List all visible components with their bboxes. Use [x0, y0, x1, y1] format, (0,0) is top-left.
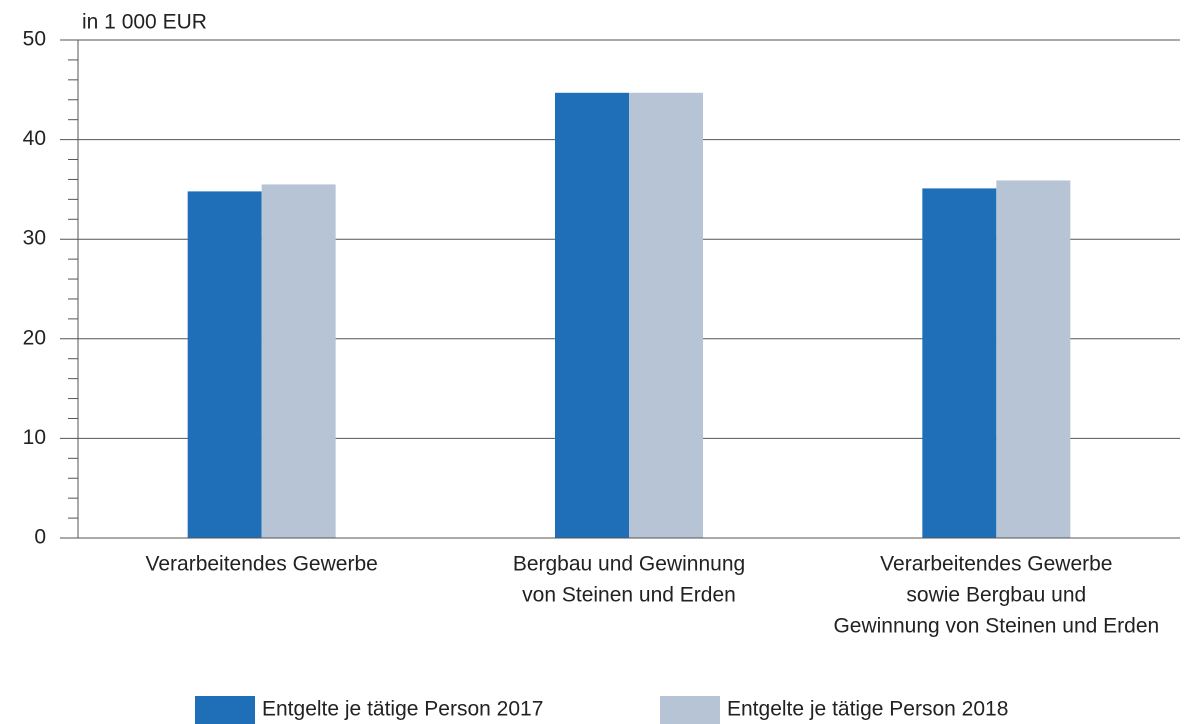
y-axis-label: in 1 000 EUR	[82, 11, 207, 34]
y-tick-label: 0	[34, 526, 46, 549]
bar	[629, 92, 703, 539]
y-tick-label: 40	[23, 127, 46, 150]
x-tick-label: sowie Bergbau und	[906, 584, 1086, 607]
x-tick-label: Gewinnung von Steinen und Erden	[833, 615, 1159, 638]
legend-swatch	[195, 696, 255, 724]
y-tick-label: 30	[23, 227, 46, 250]
x-tick-label: von Steinen und Erden	[522, 584, 736, 607]
bar	[555, 92, 629, 539]
legend-swatch	[660, 696, 720, 724]
x-tick-label: Verarbeitendes Gewerbe	[146, 553, 378, 576]
bar	[261, 184, 336, 539]
y-tick-label: 50	[23, 28, 46, 51]
legend-label: Entgelte je tätige Person 2017	[262, 698, 543, 721]
bar	[996, 180, 1071, 538]
x-tick-label: Verarbeitendes Gewerbe	[880, 553, 1112, 576]
x-tick-label: Bergbau und Gewinnung	[513, 553, 745, 576]
y-tick-label: 10	[23, 426, 46, 449]
bar	[922, 188, 997, 539]
legend-label: Entgelte je tätige Person 2018	[727, 698, 1008, 721]
bar	[187, 191, 262, 538]
y-tick-label: 20	[23, 326, 46, 349]
